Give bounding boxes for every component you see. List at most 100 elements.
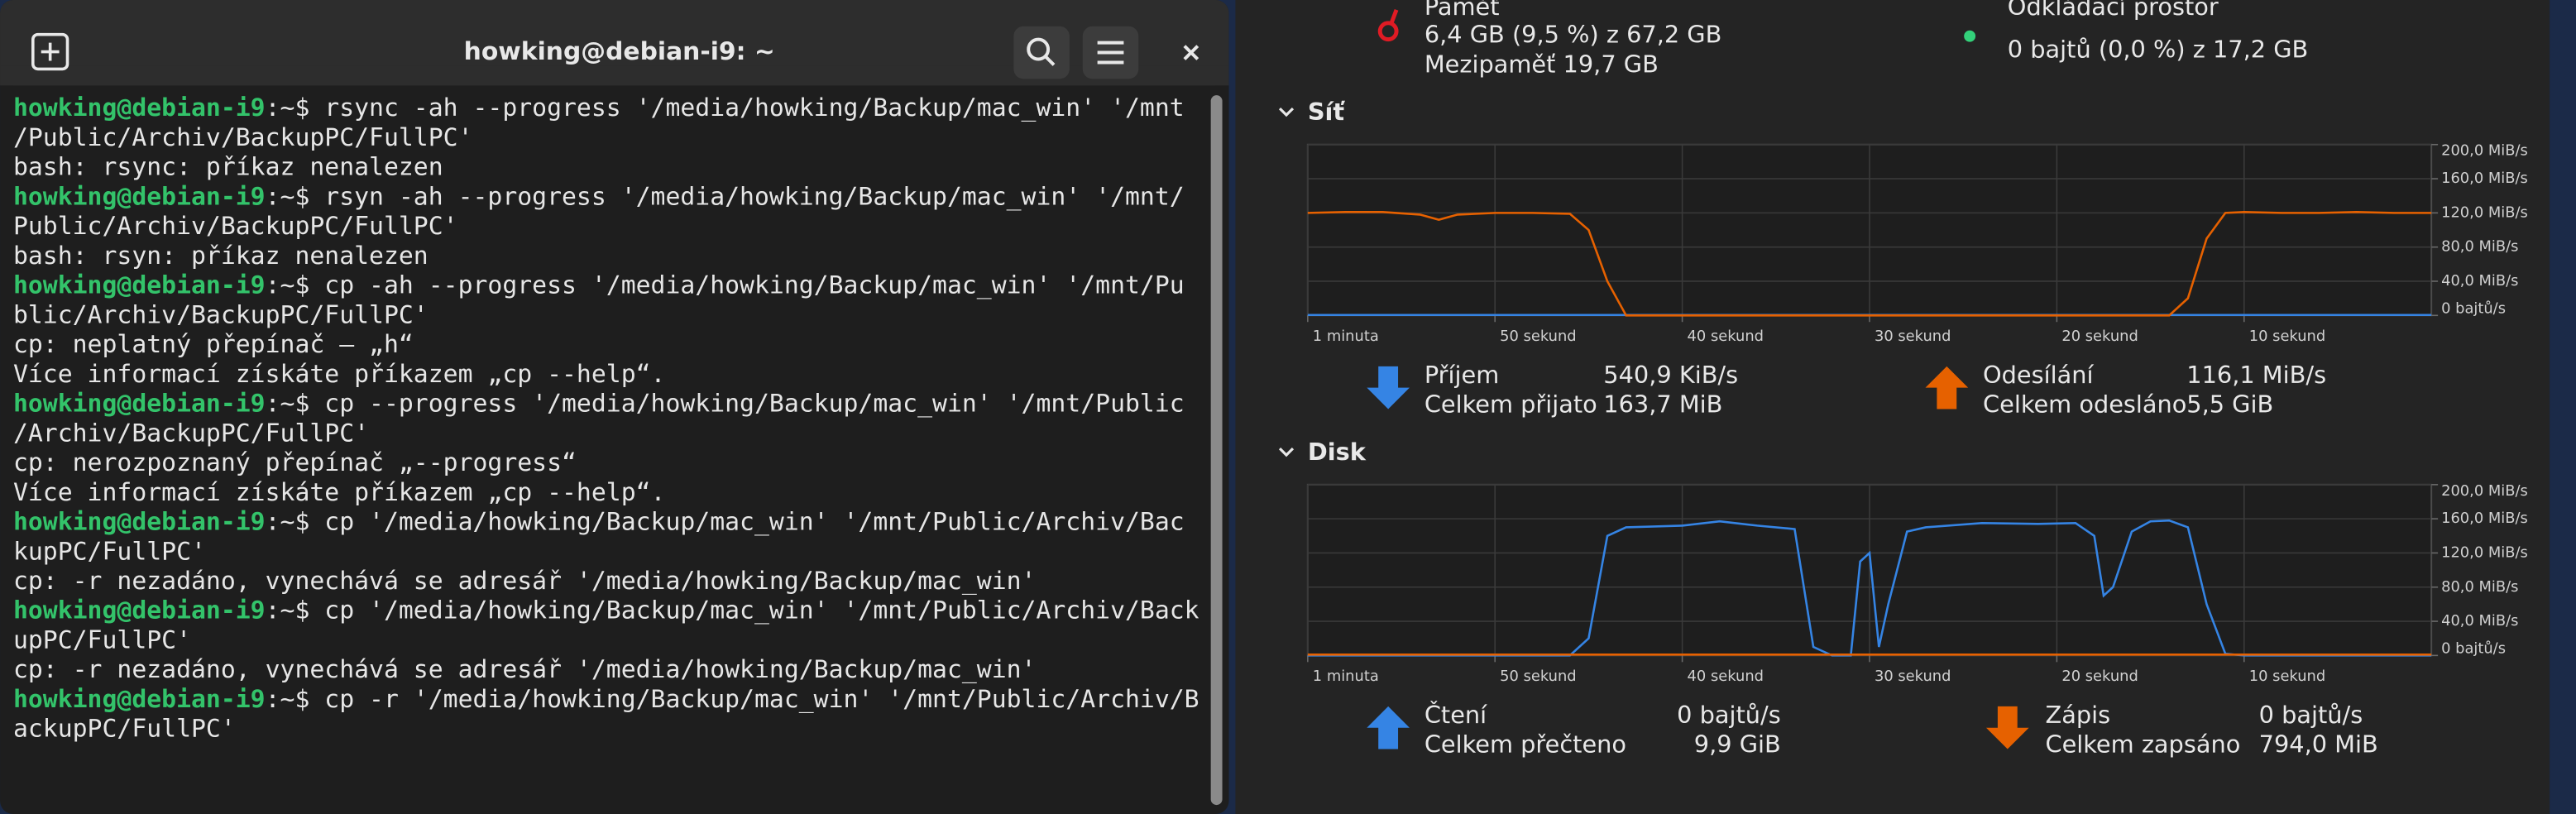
terminal-headerbar-fill [0,65,1229,86]
line-text: upPC/FullPC' [13,625,191,654]
new-tab-icon [31,32,69,71]
search-button-bg [1013,26,1070,79]
line-text: Public/Archiv/BackupPC/FullPC' [13,212,458,241]
terminal-line: ackupPC/FullPC' [13,714,236,743]
legend-name: Odesílání [1983,361,2094,389]
terminal-headerbar [0,0,1229,86]
legend-name: Příjem [1424,361,1499,389]
swap-usage: 0 bajtů (0,0 %) z 17,2 GB [2008,36,2308,64]
search-button[interactable] [1013,26,1070,79]
rate-value: 0 bajtů/s [1677,701,1781,729]
terminal-line: howking@debian-i9:~$ cp '/media/howking/… [13,507,1185,536]
legend-name: Zápis [2045,701,2110,729]
rate-value: 540,9 KiB/s [1603,361,1738,389]
line-text: /Public/Archiv/BackupPC/FullPC' [13,122,473,151]
memory-icon-needle [1389,9,1399,24]
section-chevron [1278,448,1295,457]
line-text: blic/Archiv/BackupPC/FullPC' [13,300,429,329]
section-title: Síť [1308,98,1346,126]
terminal-line: blic/Archiv/BackupPC/FullPC' [13,300,429,329]
x-tick-label: 10 sekund [2249,328,2325,345]
terminal-line: Více informací získáte příkazem „cp --he… [13,477,666,506]
x-tick-label: 50 sekund [1500,668,1576,685]
line-text: :~$ cp '/media/howking/Backup/mac_win' '… [266,507,1185,536]
line-text: bash: rsyn: příkaz nenalezen [13,241,429,270]
line-text: ackupPC/FullPC' [13,714,236,743]
terminal-line: /Public/Archiv/BackupPC/FullPC' [13,122,473,151]
terminal-line: /Archiv/BackupPC/FullPC' [13,419,369,448]
series-line [1307,211,2432,317]
monitor-window [1235,0,2550,814]
memory-icon [1377,9,1399,42]
menu-icon [1097,41,1124,65]
y-tick-label: 200,0 MiB/s [2441,142,2528,160]
section-title: Disk [1308,438,1367,466]
terminal-line: cp: neplatný přepínač – „h“ [13,330,414,359]
total-label: Celkem přečteno [1424,730,1626,759]
y-tick-label: 80,0 MiB/s [2441,578,2518,596]
terminal-line: howking@debian-i9:~$ cp '/media/howking/… [13,596,1199,625]
y-tick-label: 0 bajtů/s [2441,299,2506,317]
line-text: :~$ cp '/media/howking/Backup/mac_win' '… [266,596,1199,625]
rate-value: 0 bajtů/s [2259,701,2363,729]
terminal-line: cp: -r nezadáno, vynechává se adresář '/… [13,655,1037,684]
x-tick-label: 10 sekund [2249,668,2325,685]
total-label: Celkem přijato [1424,390,1597,419]
rate-value: 116,1 MiB/s [2186,361,2326,389]
total-label: Celkem odesláno [1983,390,2186,419]
terminal-line: cp: -r nezadáno, vynechává se adresář '/… [13,566,1037,595]
terminal-line: cp: nerozpoznaný přepínač „--progress“ [13,448,577,477]
prompt: howking@debian-i9 [13,507,266,536]
search-icon [1027,37,1051,61]
new-tab-button[interactable] [31,32,69,71]
line-text: :~$ cp --progress '/media/howking/Backup… [266,389,1185,418]
series-line [1307,519,2432,657]
x-tick-label: 40 sekund [1688,668,1764,685]
memory-icon-ring [1377,21,1399,42]
legend-name: Čtení [1424,701,1487,729]
total-value: 5,5 GiB [2186,390,2273,419]
x-tick-label: 30 sekund [1875,328,1951,345]
terminal-line: bash: rsyn: příkaz nenalezen [13,241,429,270]
prompt: howking@debian-i9 [13,684,266,713]
terminal-title: howking@debian-i9: ~ [464,37,775,66]
terminal-line: Více informací získáte příkazem „cp --he… [13,359,666,388]
swap-icon [1964,30,1976,42]
line-text: Více informací získáte příkazem „cp --he… [13,477,666,506]
line-text: kupPC/FullPC' [13,537,206,566]
terminal-window [0,0,1229,814]
terminal-line: howking@debian-i9:~$ cp -ah --progress '… [13,271,1185,299]
scrollbar[interactable] [1210,95,1223,806]
y-tick-label: 0 bajtů/s [2441,639,2506,657]
menu-button[interactable] [1082,26,1139,79]
new-tab-plus [41,42,60,61]
close-button[interactable] [1183,45,1199,60]
line-text: :~$ rsync -ah --progress '/media/howking… [266,93,1185,122]
total-value: 163,7 MiB [1603,390,1722,419]
terminal-line: howking@debian-i9:~$ rsync -ah --progres… [13,93,1185,122]
x-tick-label: 20 sekund [2061,668,2138,685]
y-tick-label: 160,0 MiB/s [2441,510,2528,527]
y-tick-label: 120,0 MiB/s [2441,204,2528,221]
terminal-line: upPC/FullPC' [13,625,191,654]
line-text: :~$ cp -r '/media/howking/Backup/mac_win… [266,684,1199,713]
x-tick-label: 30 sekund [1875,668,1951,685]
search-icon-handle [1044,55,1056,66]
prompt: howking@debian-i9 [13,389,266,418]
line-text: Více informací získáte příkazem „cp --he… [13,359,666,388]
legend-icon [1367,706,1410,749]
x-tick-label: 20 sekund [2061,328,2138,345]
terminal-output: howking@debian-i9:~$ rsync -ah --progres… [13,93,1199,744]
line-text: /Archiv/BackupPC/FullPC' [13,419,369,448]
y-tick-label: 40,0 MiB/s [2441,272,2518,290]
y-tick-label: 40,0 MiB/s [2441,612,2518,630]
line-text: cp: -r nezadáno, vynechává se adresář '/… [13,566,1037,595]
chart: Disk 200,0 MiB/s 160,0 MiB/s 120,0 MiB/s 80,… [1278,438,2528,759]
prompt: howking@debian-i9 [13,93,266,122]
swap-title: Odkládací prostor [2008,0,2219,21]
legend-icon [1367,366,1410,409]
line-text: :~$ cp -ah --progress '/media/howking/Ba… [266,271,1185,299]
total-value: 9,9 GiB [1694,730,1781,759]
legend-icon [1925,366,1969,409]
